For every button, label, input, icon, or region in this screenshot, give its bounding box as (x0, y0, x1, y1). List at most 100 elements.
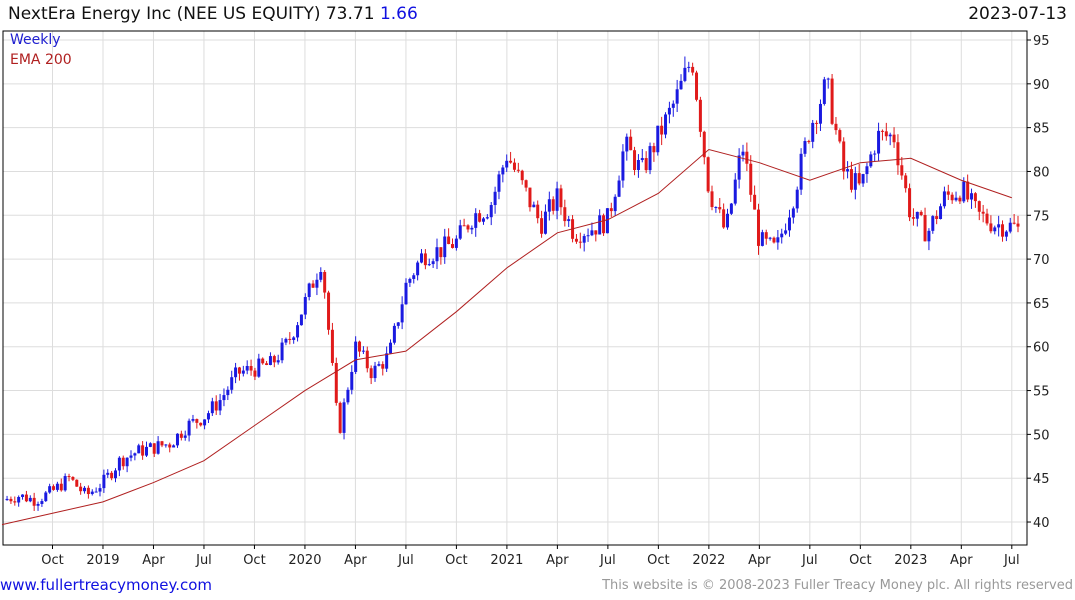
candle-body (144, 446, 148, 456)
candle-body (315, 279, 319, 288)
x-tick-label: Apr (950, 553, 973, 568)
candle-body (935, 216, 939, 220)
candle-body (543, 211, 547, 234)
candle-body (59, 483, 63, 491)
candle-body (687, 66, 691, 68)
candle-body (803, 141, 807, 154)
candle-body (160, 441, 164, 446)
candle-body (528, 187, 532, 208)
candle-body (416, 262, 420, 276)
candle-body (648, 146, 652, 171)
candle-body (369, 368, 373, 379)
candle-body (195, 419, 199, 423)
candle-body (13, 501, 17, 503)
candle-body (253, 370, 257, 377)
candle-body (183, 435, 187, 438)
candle-body (702, 131, 706, 158)
candle-body (768, 237, 772, 239)
candle-body (846, 169, 850, 172)
candle-body (249, 366, 253, 371)
candle-body (772, 237, 776, 243)
candle-body (17, 496, 21, 503)
y-tick-label: 75 (1033, 209, 1050, 224)
candle-body (722, 209, 726, 228)
candle-body (691, 66, 695, 73)
y-tick-label: 50 (1033, 428, 1050, 443)
candle-body (888, 134, 892, 137)
x-tick-label: Jul (801, 553, 818, 568)
candle-body (780, 233, 784, 238)
candle-body (625, 136, 629, 152)
x-tick-label: 2020 (288, 553, 321, 568)
candle-body (175, 433, 179, 446)
candle-body (815, 122, 819, 124)
candle-body (292, 337, 296, 340)
candle-body (807, 141, 811, 143)
candle-body (86, 487, 90, 495)
candle-body (799, 153, 803, 190)
candle-body (795, 189, 799, 209)
candle-body (652, 146, 656, 153)
x-tick-label: Oct (243, 553, 265, 568)
candle-body (32, 497, 36, 506)
candle-body (1001, 224, 1005, 237)
candle-body (373, 365, 377, 379)
candle-body (923, 215, 927, 242)
candle-body (594, 230, 598, 235)
candle-body (392, 325, 396, 343)
candle-body (1016, 223, 1020, 227)
candle-body (470, 227, 474, 230)
candle-body (954, 197, 958, 201)
candle-body (98, 488, 102, 492)
candle-body (826, 78, 830, 80)
candle-body (265, 363, 269, 365)
x-tick-label: 2023 (894, 553, 927, 568)
legend-period: Weekly (10, 32, 61, 48)
candle-body (404, 282, 408, 305)
candle-body (381, 364, 385, 369)
candle-body (966, 181, 970, 200)
candle-body (993, 227, 997, 232)
candle-body (633, 150, 637, 171)
candle-body (644, 158, 648, 171)
candle-body (911, 217, 915, 219)
y-tick-label: 80 (1033, 165, 1050, 180)
candle-body (497, 174, 501, 192)
candle-body (501, 167, 505, 175)
chart-date: 2023-07-13 (968, 4, 1067, 24)
candle-body (540, 218, 544, 234)
x-tick-label: Jul (1003, 553, 1020, 568)
candle-body (156, 441, 160, 454)
candle-body (63, 476, 67, 491)
candle-body (896, 142, 900, 166)
candle-body (756, 209, 760, 246)
candle-body (509, 160, 513, 163)
candle-body (853, 173, 857, 190)
candle-body (334, 362, 338, 403)
price-change: 1.66 (379, 4, 418, 24)
candle-body (664, 114, 668, 135)
candle-body (71, 476, 75, 480)
candle-body (671, 103, 675, 108)
candle-body (52, 486, 56, 490)
candle-body (695, 72, 699, 100)
candle-body (512, 162, 516, 170)
candle-body (361, 350, 365, 352)
candle-body (551, 199, 555, 211)
candle-body (241, 370, 245, 374)
candle-body (346, 389, 350, 403)
candle-body (319, 271, 323, 280)
candle-body (83, 487, 87, 492)
x-tick-label: 2022 (692, 553, 725, 568)
candle-body (299, 314, 303, 326)
candle-body (354, 341, 358, 372)
candle-body (191, 419, 195, 421)
candle-body (981, 211, 985, 214)
candle-body (431, 261, 435, 265)
candle-body (776, 237, 780, 243)
plot-frame (2, 30, 1028, 546)
candle-body (621, 151, 625, 181)
candle-body (892, 134, 896, 143)
candle-body (675, 89, 679, 104)
site-link[interactable]: www.fullertreacymoney.com (0, 576, 213, 594)
